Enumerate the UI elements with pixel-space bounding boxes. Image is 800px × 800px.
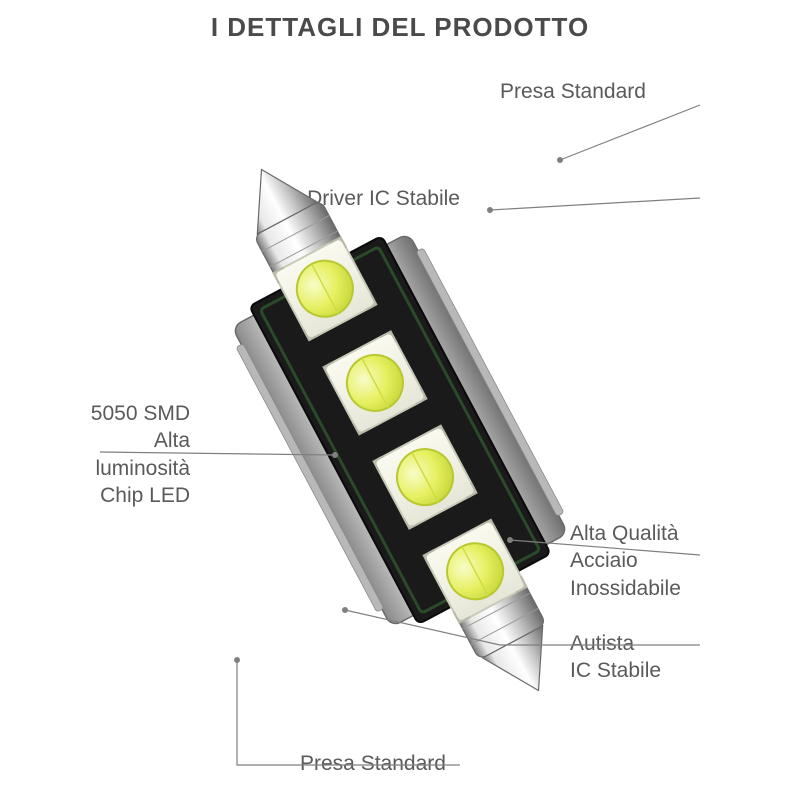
label-presa-bottom: Presa Standard bbox=[300, 750, 560, 777]
label-acciaio: Alta QualitàAcciaioInossidabile bbox=[570, 520, 790, 602]
label-presa-top: Presa Standard bbox=[500, 78, 760, 105]
page-title: I DETTAGLI DEL PRODOTTO bbox=[0, 12, 800, 43]
product-illustration bbox=[168, 120, 632, 740]
label-5050-smd: 5050 SMDAltaluminositàChip LED bbox=[20, 400, 190, 509]
label-driver-ic: Driver IC Stabile bbox=[180, 185, 460, 212]
label-autista-ic: AutistaIC Stabile bbox=[570, 630, 790, 685]
